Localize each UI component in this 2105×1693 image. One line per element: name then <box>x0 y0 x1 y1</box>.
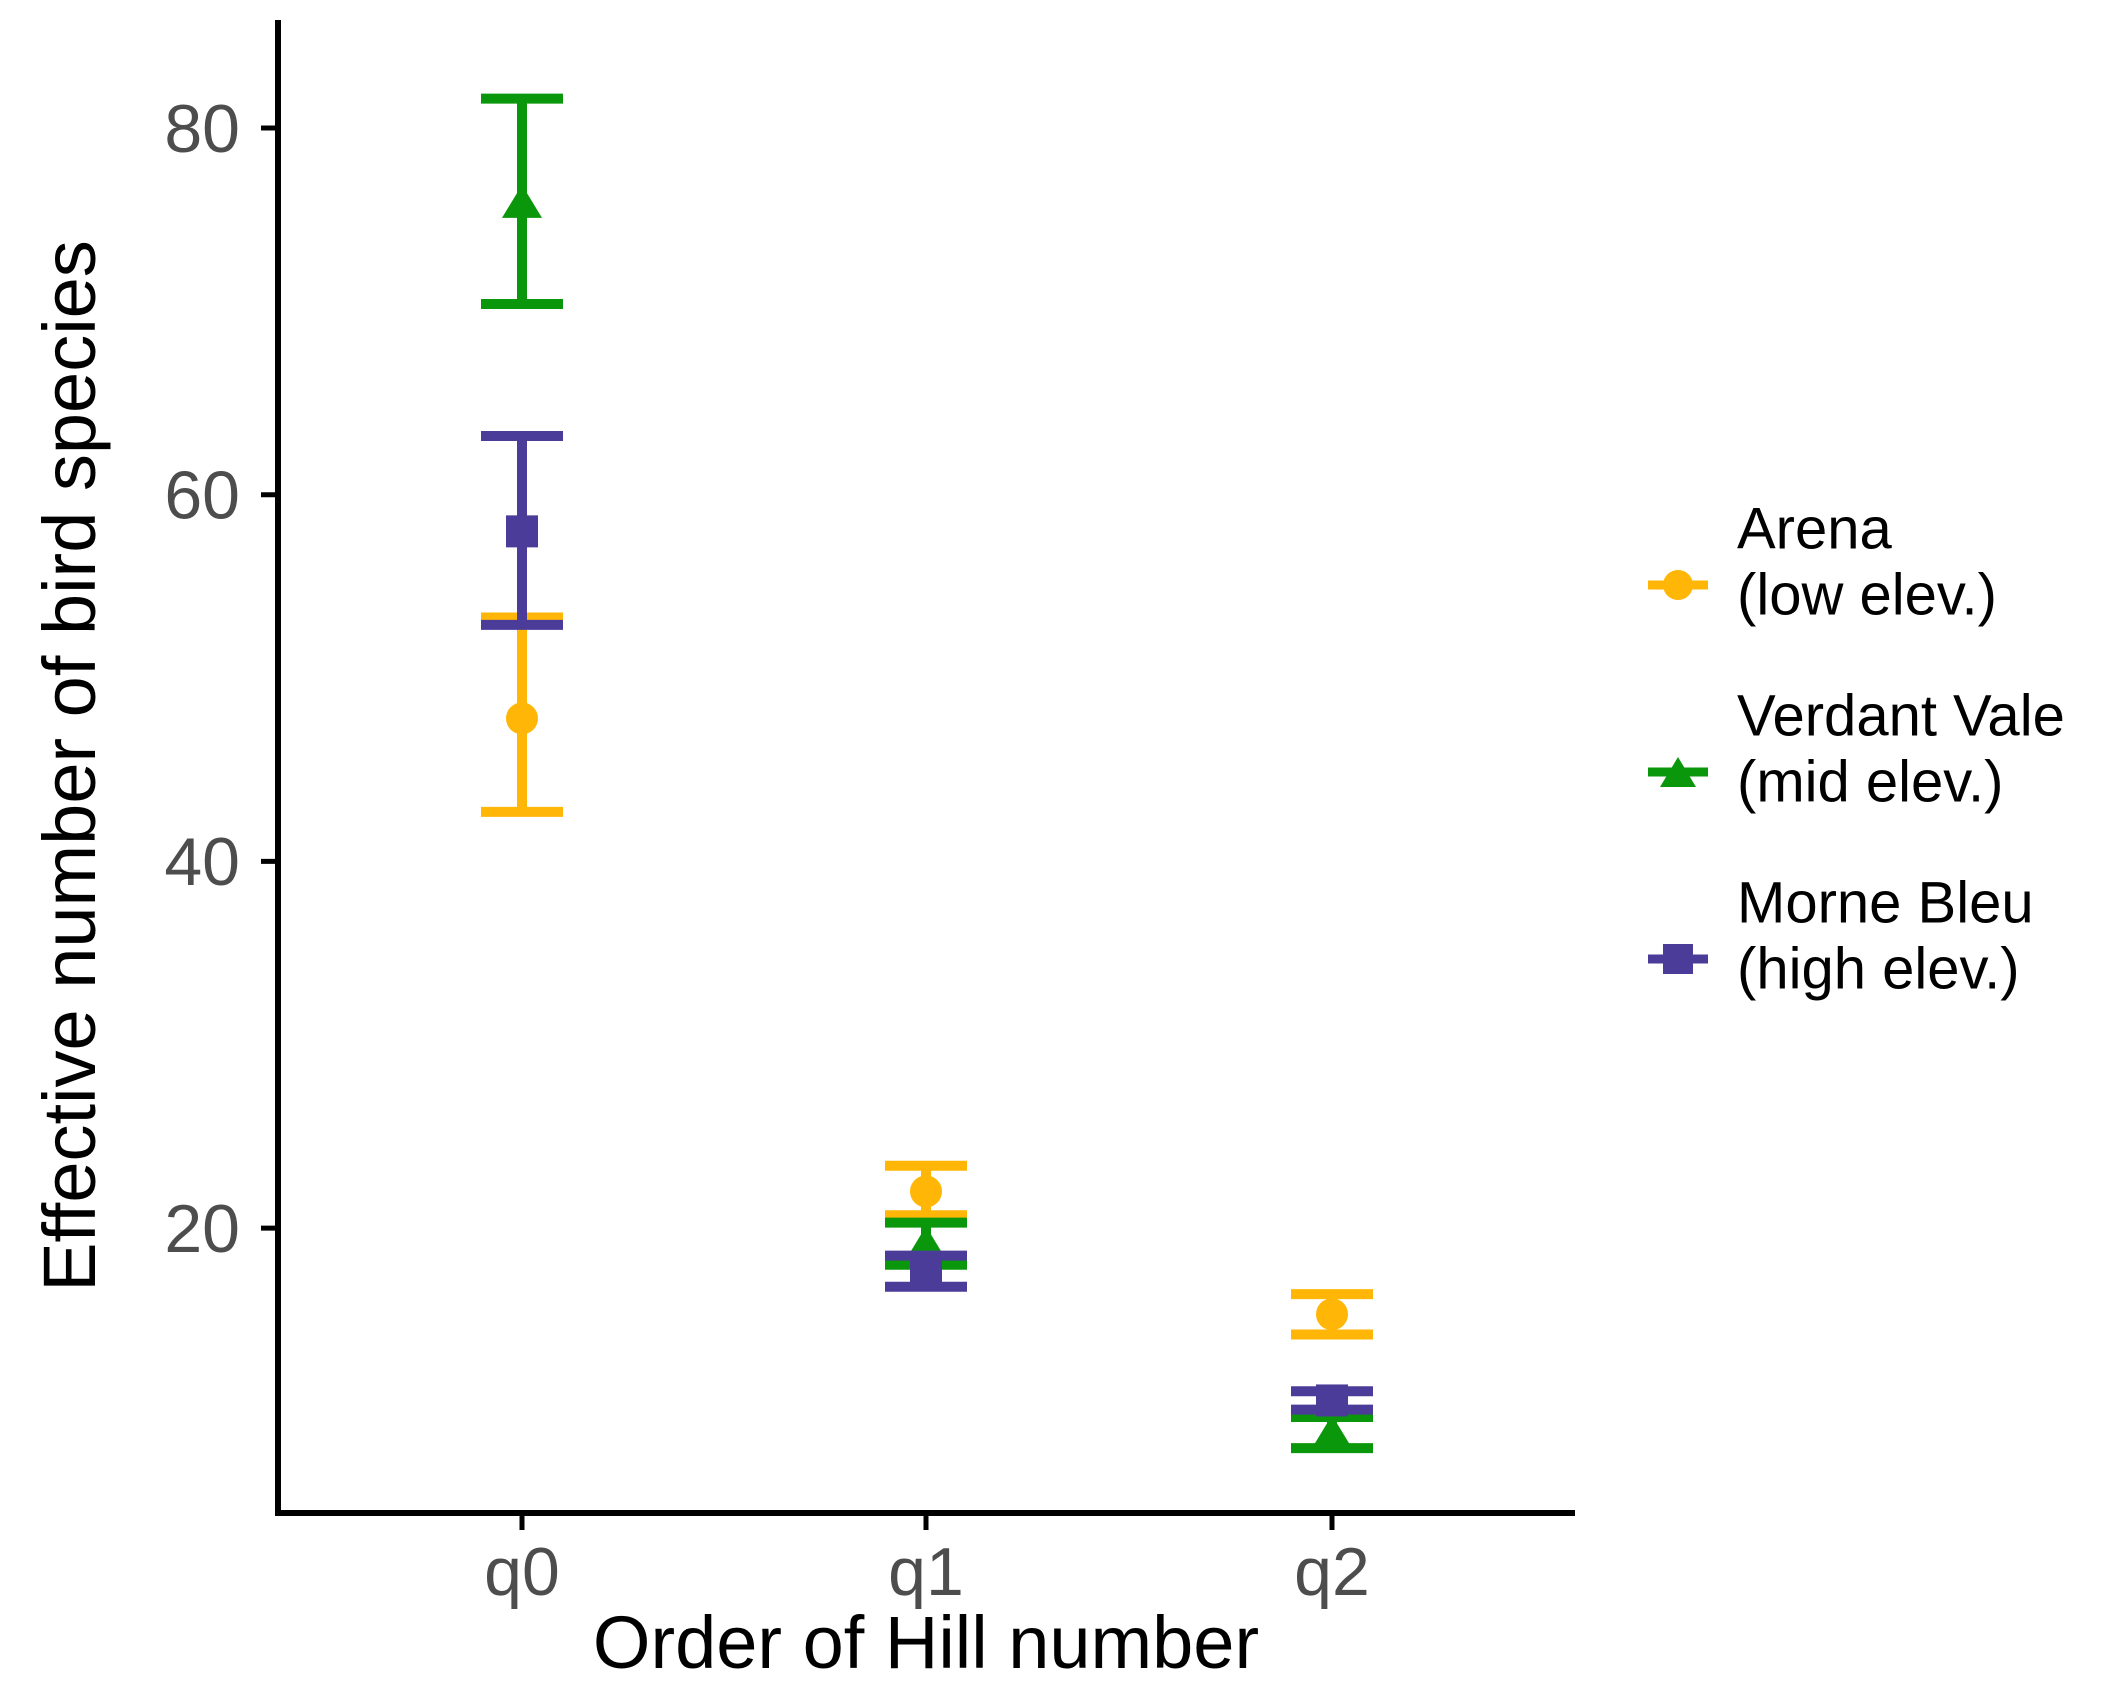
square-marker <box>1316 1384 1348 1417</box>
x-tick-label: q1 <box>888 1534 964 1610</box>
data-series-layer <box>481 93 1373 1454</box>
y-tick-label: 80 <box>164 91 240 167</box>
legend: Arena(low elev.) Verdant Vale(mid elev.) M… <box>1648 496 2065 1001</box>
x-axis-title: Order of Hill number <box>593 1601 1259 1684</box>
circle-marker <box>910 1175 942 1208</box>
series-verdant-vale <box>481 93 1373 1454</box>
x-axis-ticks: q0 q1 q2 <box>484 1513 1370 1610</box>
legend-site-name: Morne Bleu <box>1737 870 2034 935</box>
x-tick-label: q2 <box>1294 1534 1370 1610</box>
y-tick-label: 40 <box>164 824 240 900</box>
circle-marker <box>1316 1298 1348 1331</box>
y-tick-label: 20 <box>164 1191 240 1267</box>
legend-elevation-label: (mid elev.) <box>1737 749 2003 814</box>
y-axis-title: Effective number of bird species <box>28 240 111 1292</box>
legend-key-triangle <box>1660 757 1696 787</box>
legend-elevation-label: (low elev.) <box>1737 562 1997 627</box>
legend-site-name: Verdant Vale <box>1737 683 2065 748</box>
legend-key-square <box>1663 944 1693 974</box>
series-arena <box>481 612 1373 1340</box>
y-axis-ticks: 20 40 60 80 <box>164 91 278 1267</box>
x-tick-label: q0 <box>484 1534 560 1610</box>
y-tick-label: 60 <box>164 458 240 534</box>
square-marker <box>506 515 538 548</box>
legend-entry-morne-bleu: Morne Bleu(high elev.) <box>1648 870 2034 1001</box>
circle-marker <box>506 702 538 735</box>
legend-site-name: Arena <box>1737 496 1893 561</box>
legend-entry-verdant-vale: Verdant Vale(mid elev.) <box>1648 683 2065 814</box>
legend-key-circle <box>1663 570 1693 600</box>
triangle-marker <box>502 184 542 218</box>
square-marker <box>910 1256 942 1289</box>
legend-entry-arena: Arena(low elev.) <box>1648 496 1997 627</box>
series-morne-bleu <box>481 431 1373 1417</box>
triangle-marker <box>1312 1415 1352 1449</box>
legend-elevation-label: (high elev.) <box>1737 936 2020 1001</box>
